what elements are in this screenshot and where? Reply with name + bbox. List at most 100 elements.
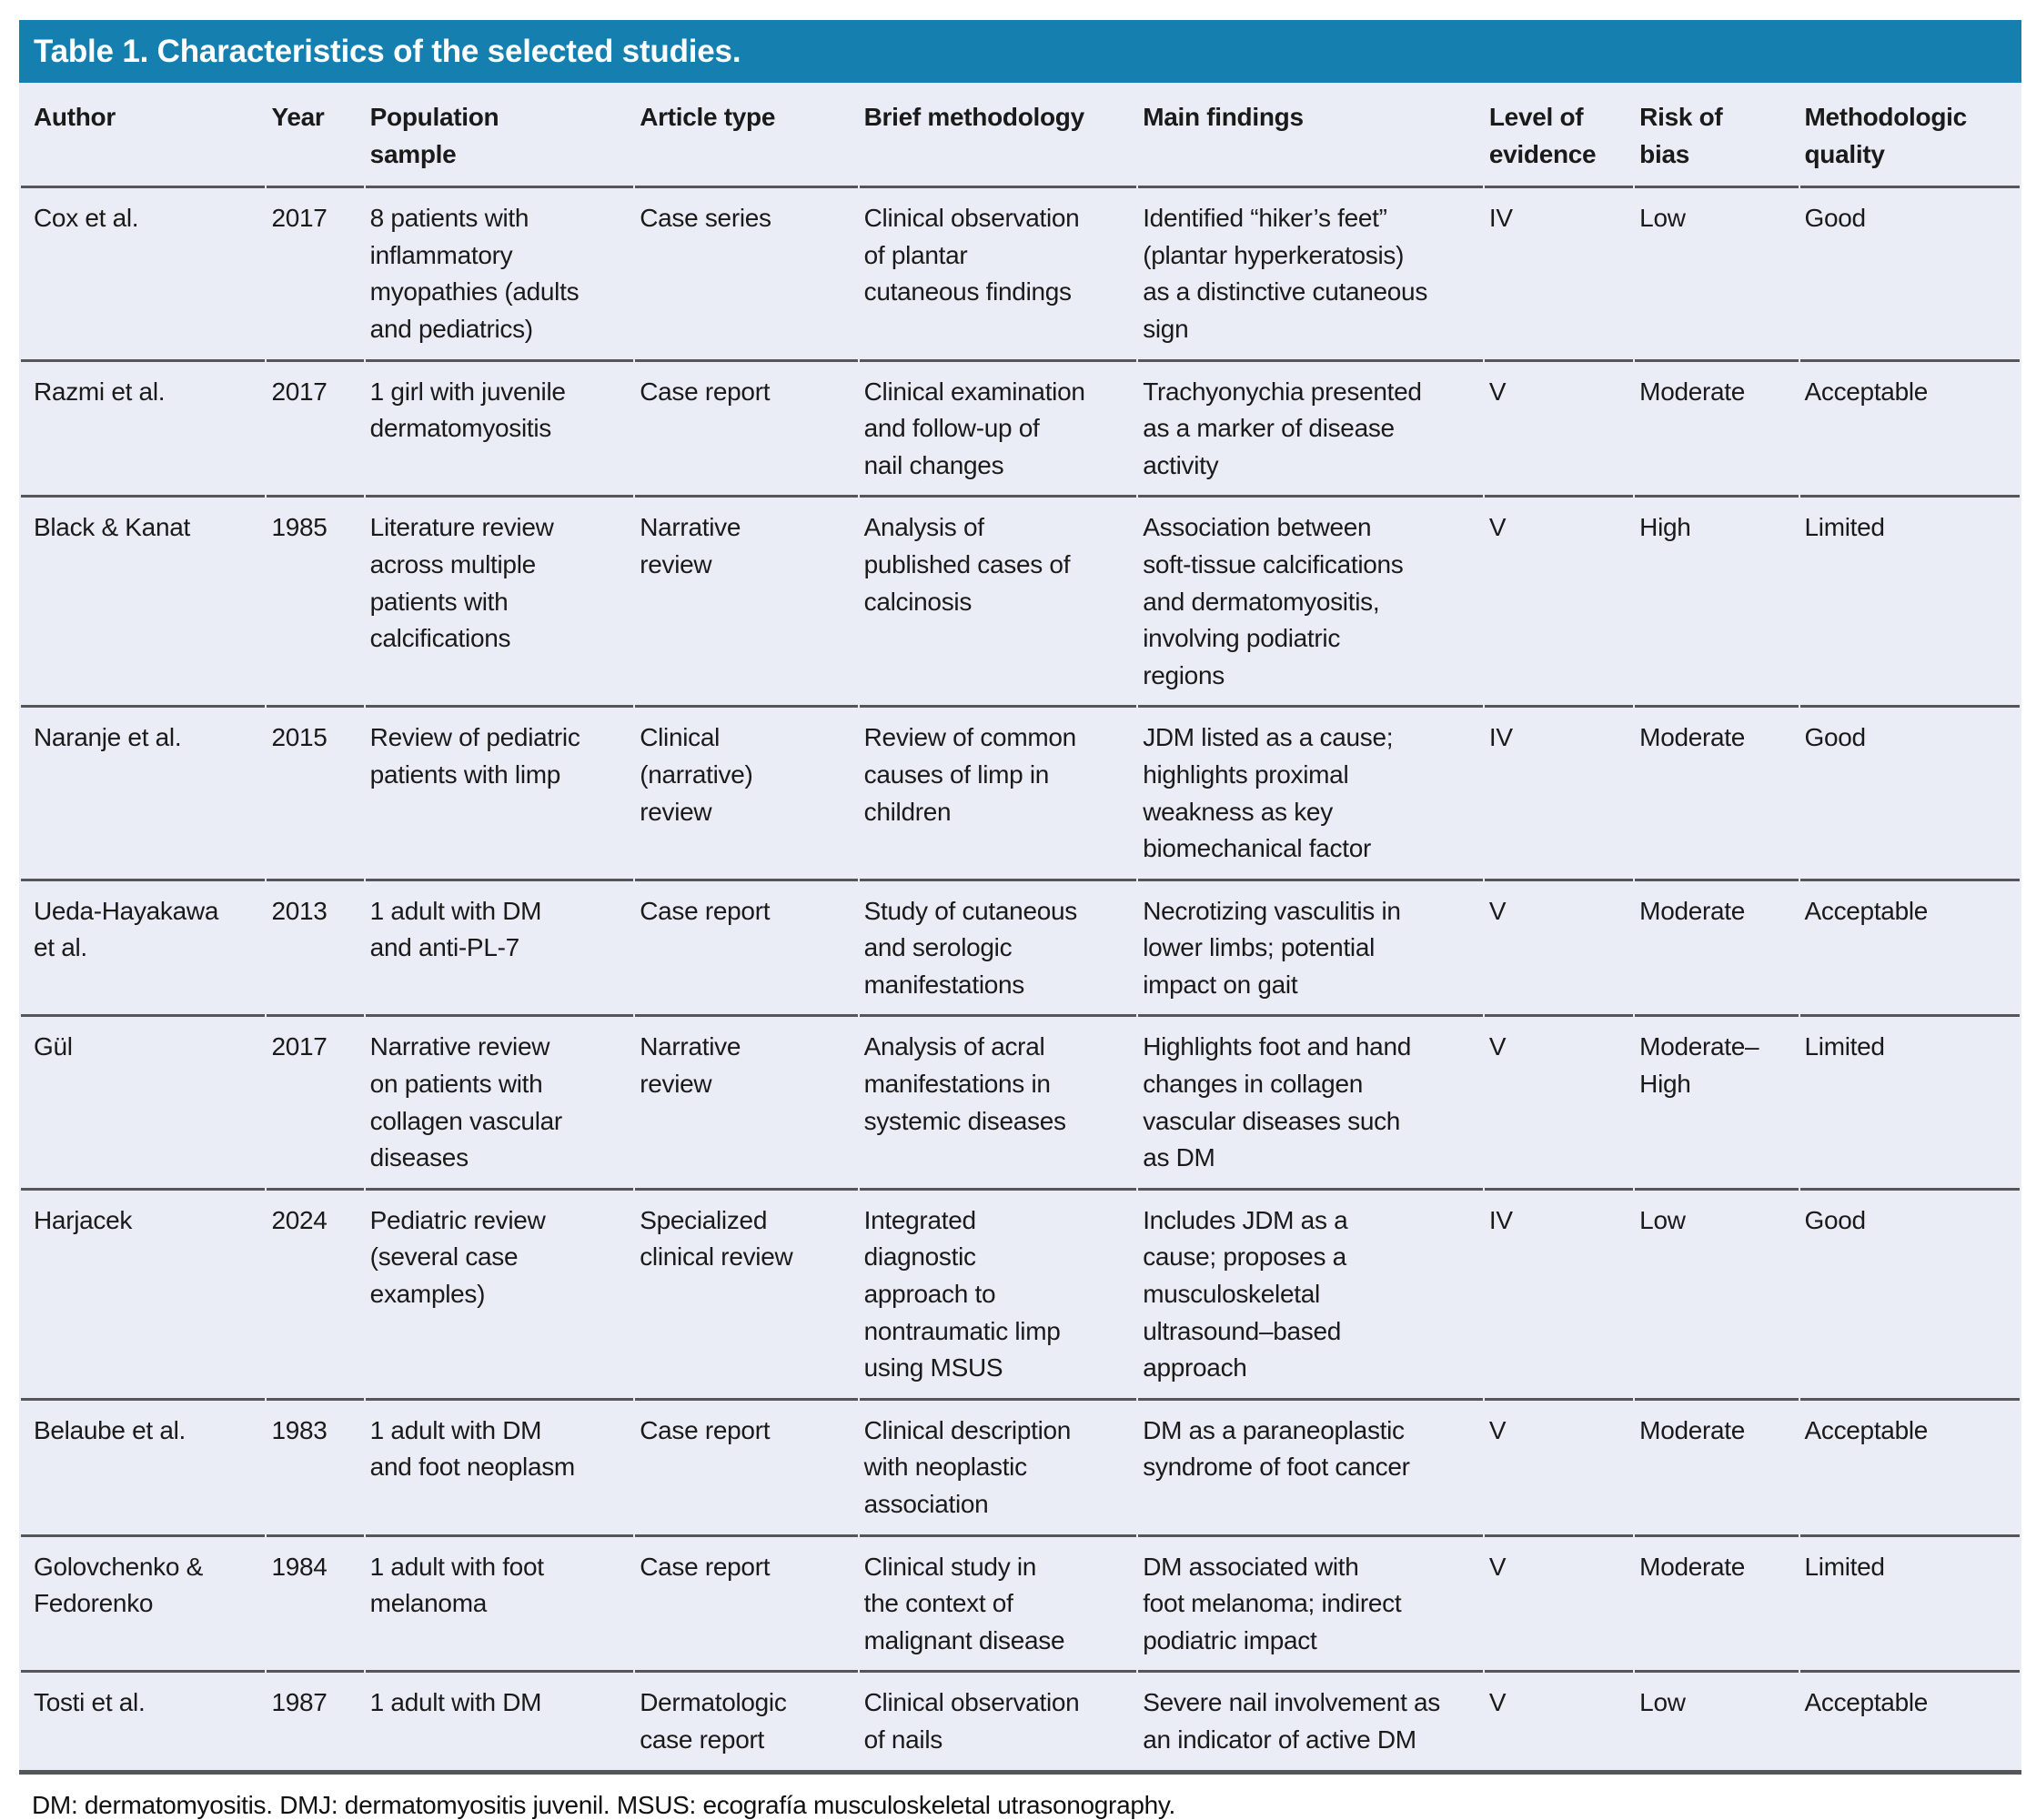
cell-article-type: Narrative review — [635, 498, 858, 709]
cell-bias: Low — [1635, 188, 1799, 362]
cell-evidence: V — [1484, 1537, 1634, 1674]
cell-population: Review of pediatric patients with limp — [365, 708, 634, 881]
cell-findings: Identified “hiker’s feet” (plantar hyper… — [1138, 188, 1483, 362]
cell-population: 1 adult with foot melanoma — [365, 1537, 634, 1674]
cell-author: Golovchenko & Fedorenko — [21, 1537, 266, 1674]
column-header-bias: Risk of bias — [1635, 83, 1799, 189]
cell-population: 1 adult with DM and anti-PL-7 — [365, 881, 634, 1018]
cell-bias: Moderate– High — [1635, 1017, 1799, 1191]
cell-bias: Low — [1639, 1688, 1686, 1717]
cell-quality: Acceptable — [1804, 1688, 1929, 1717]
cell-author: Harjacek — [21, 1191, 266, 1401]
cell-quality: Limited — [1799, 1017, 2020, 1191]
column-header-author: Author — [21, 83, 266, 189]
table-row: Golovchenko & Fedorenko 1984 1 adult wit… — [21, 1537, 2020, 1674]
cell-quality: Limited — [1799, 1537, 2020, 1674]
cell-author: Belaube et al. — [21, 1401, 266, 1537]
cell-quality: Acceptable — [1799, 881, 2020, 1018]
cell-methodology: Clinical observation of plantar cutaneou… — [859, 188, 1137, 362]
cell-article-type: Case report — [635, 1537, 858, 1674]
cell-population: Pediatric review (several case examples) — [365, 1191, 634, 1401]
cell-bias: Moderate — [1635, 881, 1799, 1018]
cell-bias: High — [1635, 498, 1799, 709]
cell-findings: Severe nail involvement as an indicator … — [1143, 1688, 1441, 1754]
cell-bias: Moderate — [1635, 1537, 1799, 1674]
column-header-quality: Methodologic quality — [1799, 83, 2020, 189]
column-header-article-type: Article type — [635, 83, 858, 189]
cell-quality: Acceptable — [1799, 362, 2020, 498]
cell-year: 1985 — [267, 498, 364, 709]
table-row: Cox et al. 2017 8 patients with inflamma… — [21, 188, 2020, 362]
cell-findings: Necrotizing vasculitis in lower limbs; p… — [1138, 881, 1483, 1018]
cell-findings: DM associated with foot melanoma; indire… — [1138, 1537, 1483, 1674]
cell-quality: Good — [1799, 1191, 2020, 1401]
cell-article-type: Narrative review — [635, 1017, 858, 1191]
cell-methodology: Clinical examination and follow-up of na… — [859, 362, 1137, 498]
cell-evidence: V — [1484, 881, 1634, 1018]
cell-methodology: Integrated diagnostic approach to nontra… — [859, 1191, 1137, 1401]
cell-bias: Moderate — [1635, 708, 1799, 881]
cell-article-type: Specialized clinical review — [635, 1191, 858, 1401]
cell-methodology: Study of cutaneous and serologic manifes… — [859, 881, 1137, 1018]
column-header-methodology: Brief methodology — [859, 83, 1137, 189]
cell-year: 2024 — [267, 1191, 364, 1401]
cell-quality: Good — [1799, 188, 2020, 362]
cell-population: 1 girl with juvenile dermatomyositis — [365, 362, 634, 498]
column-header-evidence: Level of evidence — [1484, 83, 1634, 189]
cell-methodology: Clinical study in the context of maligna… — [859, 1537, 1137, 1674]
cell-year: 2017 — [267, 1017, 364, 1191]
studies-table: Author Year Population sample Article ty… — [19, 83, 2021, 1775]
column-header-population: Population sample — [365, 83, 634, 189]
cell-quality: Limited — [1799, 498, 2020, 709]
cell-findings: JDM listed as a cause; highlights proxim… — [1138, 708, 1483, 881]
column-header-findings: Main findings — [1138, 83, 1483, 189]
cell-population: 1 adult with DM and foot neoplasm — [365, 1401, 634, 1537]
cell-year: 1984 — [267, 1537, 364, 1674]
cell-article-type: Case report — [635, 881, 858, 1018]
cell-year: 2017 — [267, 362, 364, 498]
cell-evidence: IV — [1484, 1191, 1634, 1401]
cell-bias: Moderate — [1635, 1401, 1799, 1537]
cell-year: 1987 — [271, 1688, 328, 1717]
cell-author: Ueda-Hayakawa et al. — [21, 881, 266, 1018]
cell-quality: Acceptable — [1799, 1401, 2020, 1537]
cell-year: 2015 — [267, 708, 364, 881]
cell-evidence: IV — [1484, 188, 1634, 362]
cell-bias: Low — [1635, 1191, 1799, 1401]
table-row: Razmi et al. 2017 1 girl with juvenile d… — [21, 362, 2020, 498]
cell-bias: Moderate — [1635, 362, 1799, 498]
cell-evidence: IV — [1484, 708, 1634, 881]
cell-author: Black & Kanat — [21, 498, 266, 709]
column-header-year: Year — [267, 83, 364, 189]
cell-author: Tosti et al. — [34, 1688, 146, 1717]
cell-year: 1983 — [267, 1401, 364, 1537]
cell-year: 2017 — [267, 188, 364, 362]
table-row: Naranje et al. 2015 Review of pediatric … — [21, 708, 2020, 881]
cell-author: Gül — [21, 1017, 266, 1191]
cell-quality: Good — [1799, 708, 2020, 881]
table-footnote: DM: dermatomyositis. DMJ: dermatomyositi… — [32, 1790, 1175, 1819]
cell-article-type: Case report — [635, 362, 858, 498]
cell-article-type: Case report — [635, 1401, 858, 1537]
cell-population: 1 adult with DM — [369, 1688, 542, 1717]
cell-population: 8 patients with inflammatory myopathies … — [365, 188, 634, 362]
cell-population: Narrative review on patients with collag… — [365, 1017, 634, 1191]
cell-article-type: Case series — [635, 188, 858, 362]
table-row: Gül 2017 Narrative review on patients wi… — [21, 1017, 2020, 1191]
cell-methodology: Clinical observation of nails — [863, 1688, 1080, 1754]
cell-findings: Trachyonychia presented as a marker of d… — [1138, 362, 1483, 498]
cell-findings: DM as a paraneoplastic syndrome of foot … — [1138, 1401, 1483, 1537]
study-table-container: Table 1. Characteristics of the selected… — [19, 20, 2021, 1820]
cell-article-type: Dermatologic case report — [640, 1688, 787, 1754]
cell-author: Naranje et al. — [21, 708, 266, 881]
cell-methodology: Analysis of acral manifestations in syst… — [859, 1017, 1137, 1191]
cell-evidence: V — [1484, 1401, 1634, 1537]
table-row: Tosti et al. 1987 1 adult with DM Dermat… — [21, 1673, 2020, 1769]
cell-evidence: V — [1488, 1688, 1507, 1717]
cell-findings: Includes JDM as a cause; proposes a musc… — [1138, 1191, 1483, 1401]
cell-evidence: V — [1484, 362, 1634, 498]
table-row: Harjacek 2024 Pediatric review (several … — [21, 1191, 2020, 1401]
cell-findings: Highlights foot and hand changes in coll… — [1138, 1017, 1483, 1191]
cell-year: 2013 — [267, 881, 364, 1018]
table-row: Black & Kanat 1985 Literature review acr… — [21, 498, 2020, 709]
